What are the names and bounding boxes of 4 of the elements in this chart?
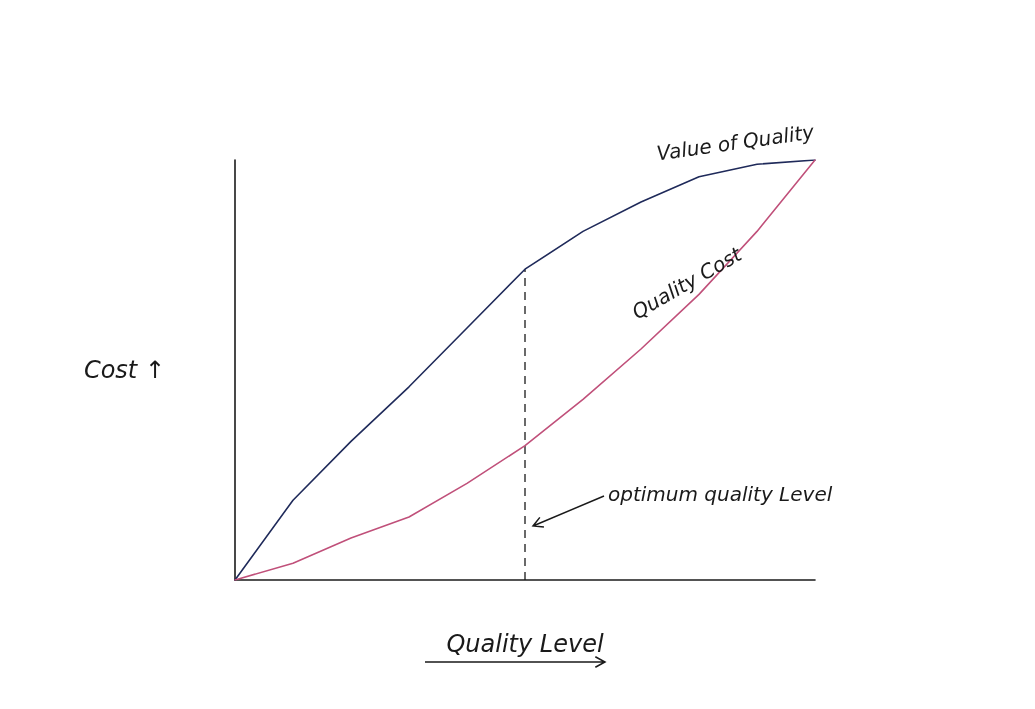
x-axis-title: Quality Level [446, 630, 604, 658]
text: Value of Quality [655, 119, 817, 166]
y-axis-title: Cost ↑ [83, 356, 165, 384]
text: optimum quality Level [608, 482, 833, 506]
